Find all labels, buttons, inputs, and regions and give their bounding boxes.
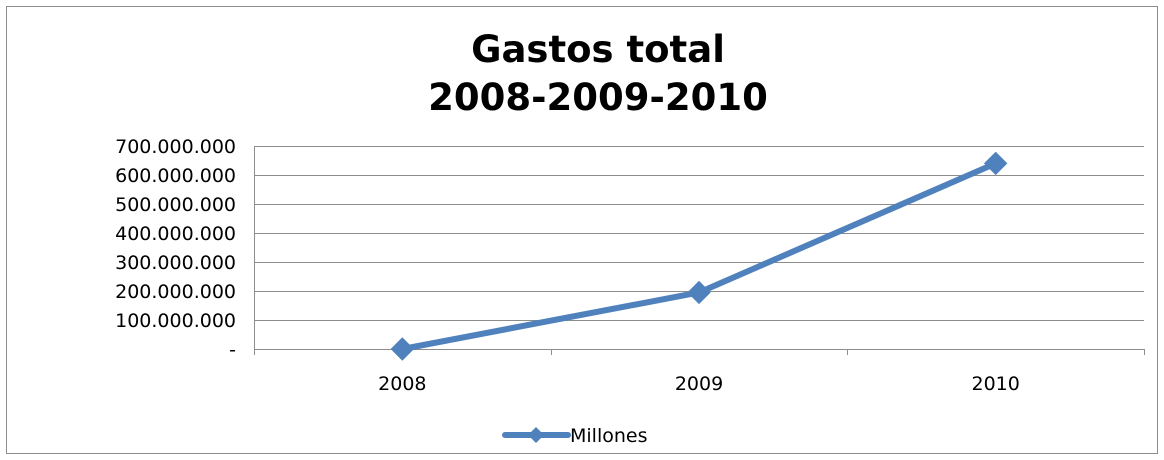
x-axis: 2008 2009 2010 [254,349,1145,395]
y-tick-label: 200.000.000 [115,281,236,303]
y-tick-label: 600.000.000 [115,165,236,187]
data-point [687,280,711,305]
data-point [390,337,415,361]
x-tick-label: 2008 [378,373,426,395]
y-tick-label: - [229,339,236,361]
x-tick-label: 2009 [675,373,723,395]
x-tick-label: 2010 [971,373,1019,395]
chart-title: Gastos total 2008-2009-2010 [0,26,1164,122]
legend: Millones [502,425,647,447]
data-point [983,151,1008,176]
y-tick-label: 700.000.000 [115,136,236,158]
y-axis: - 100.000.000 200.000.000 300.000.000 400.00… [115,136,255,361]
y-tick-label: 400.000.000 [115,223,236,245]
y-tick-label: 500.000.000 [115,194,236,216]
chart-frame [6,6,1158,454]
chart-title-line-1: Gastos total [471,28,725,71]
legend-swatch-marker [528,427,544,443]
y-tick-label: 300.000.000 [115,252,236,274]
series-line [399,160,999,352]
chart-title-line-2: 2008-2009-2010 [428,76,768,119]
series-layer [390,151,1008,361]
gridlines [254,146,1144,350]
legend-label: Millones [570,425,647,447]
y-tick-label: 100.000.000 [115,310,236,332]
